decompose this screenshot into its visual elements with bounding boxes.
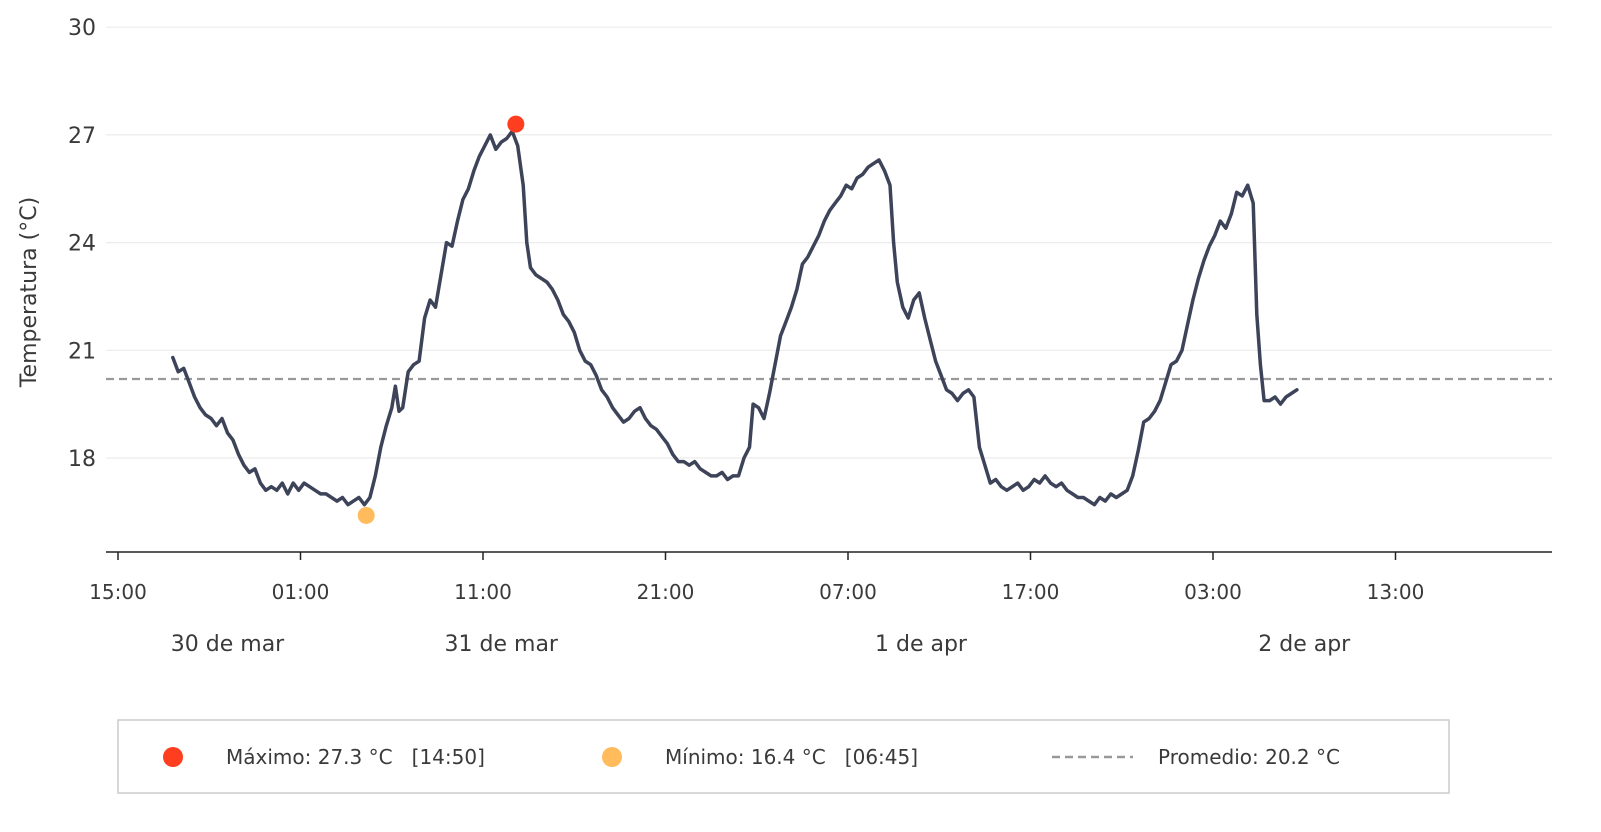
x-tick-label: 17:00: [1002, 580, 1060, 604]
x-tick-label: 07:00: [819, 580, 877, 604]
y-tick-label: 21: [68, 339, 96, 364]
x-tick-label: 21:00: [637, 580, 695, 604]
legend-max-marker: [163, 747, 183, 767]
date-label: 1 de apr: [875, 632, 968, 657]
date-labels: 30 de mar 31 de mar 1 de apr 2 de apr: [171, 632, 1351, 657]
x-tick-label: 15:00: [89, 580, 147, 604]
legend-box: [117, 719, 1450, 794]
y-tick-label: 27: [68, 124, 96, 149]
date-label: 31 de mar: [445, 632, 559, 657]
date-label: 30 de mar: [171, 632, 285, 657]
date-label: 2 de apr: [1258, 632, 1351, 657]
x-tick-label: 13:00: [1367, 580, 1425, 604]
temperature-series-line: [171, 129, 1299, 507]
y-axis-label: Temperatura (°C): [17, 197, 42, 388]
legend-max-label: Máximo: 27.3 °C [14:50]: [226, 745, 485, 769]
min-point-marker: [357, 506, 375, 524]
y-tick-label: 18: [68, 447, 96, 472]
marker-group: [357, 115, 525, 524]
legend-min-label: Mínimo: 16.4 °C [06:45]: [665, 745, 918, 769]
y-tick-label: 24: [68, 232, 96, 257]
x-tick-labels: 15:00 01:00 11:00 21:00 07:00 17:00 03:00 13:00: [89, 580, 1424, 604]
legend-min-marker: [602, 747, 622, 767]
y-tick-label: 30: [68, 16, 96, 41]
x-axis: [106, 551, 1552, 560]
x-tick-label: 03:00: [1184, 580, 1242, 604]
legend-mean-label: Promedio: 20.2 °C: [1158, 745, 1340, 769]
gridlines: [106, 26, 1552, 459]
max-point-marker: [507, 115, 525, 133]
x-tick-label: 01:00: [272, 580, 330, 604]
x-tick-label: 11:00: [454, 580, 512, 604]
y-tick-labels: 18 21 24 27 30: [68, 16, 96, 472]
series-group: [171, 129, 1299, 507]
legend: Máximo: 27.3 °C [14:50] Mínimo: 16.4 °C …: [117, 719, 1450, 794]
